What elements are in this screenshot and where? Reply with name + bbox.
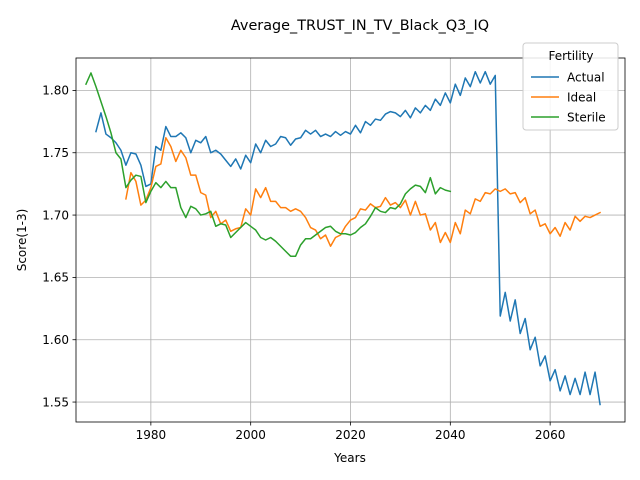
legend-label-actual: Actual: [567, 71, 605, 85]
x-tick-label: 2000: [235, 428, 266, 442]
x-tick-label: 2020: [335, 428, 366, 442]
x-tick-label: 1980: [136, 428, 167, 442]
y-tick-label: 1.65: [42, 271, 69, 285]
y-tick-label: 1.60: [42, 333, 69, 347]
legend-box: [522, 42, 619, 131]
y-axis-ticks: 1.55 1.60 1.65 1.70 1.75 1.80: [42, 84, 76, 409]
y-tick-label: 1.55: [42, 395, 69, 409]
series-line-actual: [95, 70, 601, 406]
chart-title: Average_TRUST_IN_TV_Black_Q3_IQ: [231, 18, 489, 34]
legend-title: Fertility: [548, 49, 593, 63]
x-axis-ticks: 1980 2000 2020 2040 2060: [136, 422, 566, 442]
legend-label-sterile: Sterile: [567, 111, 606, 125]
y-axis-label: Score(1-3): [15, 209, 29, 272]
y-tick-label: 1.70: [42, 208, 69, 222]
series-line-ideal: [125, 137, 602, 247]
series-layer: [84, 70, 602, 406]
legend: Fertility Actual Ideal Sterile: [522, 42, 619, 131]
y-tick-label: 1.75: [42, 146, 69, 160]
y-tick-label: 1.80: [42, 84, 69, 98]
series-line-sterile: [84, 72, 452, 257]
x-tick-label: 2060: [535, 428, 566, 442]
legend-label-ideal: Ideal: [567, 91, 596, 105]
x-axis-label: Years: [333, 451, 366, 465]
x-tick-label: 2040: [435, 428, 466, 442]
